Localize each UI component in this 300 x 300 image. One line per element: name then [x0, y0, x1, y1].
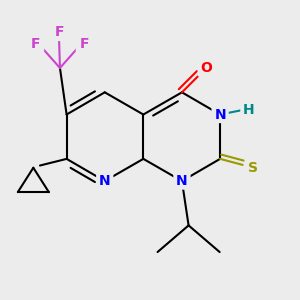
FancyBboxPatch shape	[212, 106, 229, 123]
FancyBboxPatch shape	[173, 172, 190, 190]
Text: N: N	[99, 174, 111, 188]
Text: F: F	[31, 37, 40, 50]
FancyBboxPatch shape	[240, 101, 258, 119]
FancyBboxPatch shape	[50, 24, 68, 41]
Text: N: N	[176, 174, 188, 188]
Text: H: H	[243, 103, 255, 117]
Text: O: O	[200, 61, 212, 75]
Text: N: N	[214, 107, 226, 122]
FancyBboxPatch shape	[27, 35, 44, 52]
Text: F: F	[80, 37, 89, 50]
FancyBboxPatch shape	[96, 172, 113, 190]
Text: S: S	[248, 161, 258, 175]
FancyBboxPatch shape	[76, 35, 93, 52]
FancyBboxPatch shape	[198, 59, 215, 76]
FancyBboxPatch shape	[245, 159, 262, 176]
Text: F: F	[54, 26, 64, 39]
